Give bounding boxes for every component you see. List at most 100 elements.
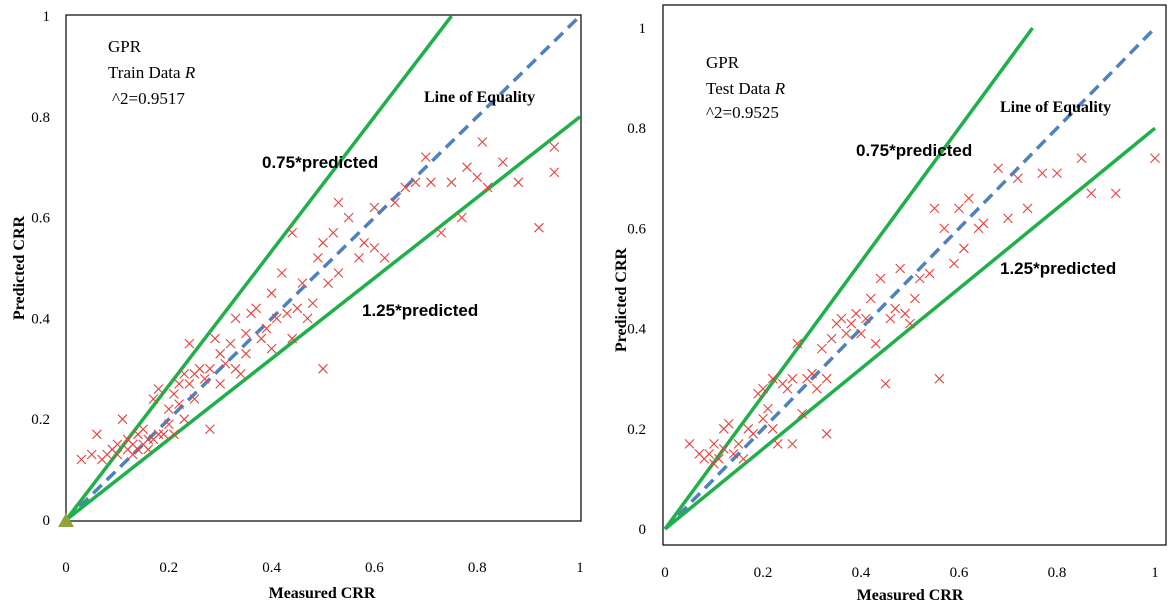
data-point <box>748 428 759 439</box>
data-point <box>1003 213 1013 224</box>
x-tick-label: 0 <box>62 560 70 576</box>
data-point <box>266 343 277 354</box>
data-point <box>861 313 871 324</box>
data-point <box>220 358 231 369</box>
origin-marker <box>58 513 74 527</box>
upper-bound-label: 0.75*predicted <box>262 153 378 172</box>
data-point <box>169 429 179 440</box>
data-point <box>86 449 97 460</box>
data-point <box>895 263 906 274</box>
data-point <box>184 379 195 389</box>
data-point <box>369 242 380 253</box>
data-point <box>856 328 866 339</box>
data-point <box>354 253 364 263</box>
line-of-equality-label: Line of Equality <box>1000 99 1111 116</box>
y-tick-label: 1 <box>43 9 51 25</box>
y-tick-label: 0.2 <box>627 422 646 438</box>
y-tick-label: 1 <box>639 21 647 37</box>
data-point <box>1037 168 1048 179</box>
data-point <box>767 373 778 384</box>
data-point <box>684 438 695 449</box>
x-tick-label: 0.8 <box>1048 565 1067 581</box>
data-point <box>900 308 910 319</box>
data-point <box>112 449 123 460</box>
data-point <box>359 237 370 248</box>
x-tick-label: 1 <box>1151 565 1159 581</box>
data-point <box>456 212 467 223</box>
y-axis-label: Predicted CRR <box>11 215 28 320</box>
scatter-panel-1: 0 0.2 0.4 0.6 0.8 1 0 0.2 0.4 0.6 0.8 1 Measured CRR… <box>11 9 584 602</box>
data-point <box>174 379 184 389</box>
data-point <box>143 444 154 455</box>
plot-frame <box>662 4 1167 546</box>
data-point <box>379 253 390 263</box>
data-point <box>880 378 891 389</box>
data-point <box>194 363 205 374</box>
x-tick-label: 0 <box>661 565 669 581</box>
data-point <box>410 177 421 188</box>
data-point <box>498 157 508 168</box>
data-point <box>158 429 169 440</box>
data-point <box>738 453 749 464</box>
data-point <box>782 383 793 394</box>
data-point <box>153 429 164 440</box>
x-tick-label: 0.2 <box>159 560 178 576</box>
data-point <box>758 383 768 394</box>
data-point <box>261 323 272 334</box>
data-point <box>954 203 964 214</box>
data-point <box>821 373 832 384</box>
data-point <box>905 318 915 329</box>
data-point <box>709 438 719 449</box>
data-point <box>549 167 560 178</box>
data-point <box>836 313 847 324</box>
data-point <box>482 182 493 193</box>
data-point <box>1022 203 1033 214</box>
data-point <box>792 338 803 349</box>
data-point <box>235 368 246 379</box>
data-point <box>787 438 798 449</box>
model-label: GPR <box>706 53 740 72</box>
data-point <box>251 303 262 314</box>
data-point <box>477 137 488 147</box>
data-point <box>307 298 318 309</box>
data-point <box>1086 188 1097 199</box>
data-point <box>758 413 768 424</box>
y-tick-label: 0.4 <box>31 311 50 327</box>
data-point <box>914 273 925 284</box>
line-of-equality-label: Line of Equality <box>424 89 535 106</box>
data-point <box>328 227 339 238</box>
data-point <box>924 268 935 279</box>
data-point <box>812 383 822 394</box>
data-point <box>846 318 857 329</box>
data-point <box>865 293 876 304</box>
data-point <box>807 368 817 379</box>
data-point <box>959 243 969 254</box>
data-point <box>266 288 277 299</box>
y-tick-label: 0 <box>639 522 647 538</box>
x-tick-label: 0.6 <box>365 560 384 576</box>
data-point <box>851 308 861 319</box>
data-point <box>184 338 195 349</box>
data-point <box>723 418 734 429</box>
x-tick-label: 0.2 <box>754 565 773 581</box>
data-point <box>400 182 411 193</box>
data-point <box>420 152 431 163</box>
x-tick-label: 0.4 <box>262 560 281 576</box>
data-point <box>718 443 729 454</box>
lower-bound-label: 1.25*predicted <box>362 301 478 320</box>
data-point <box>885 313 896 324</box>
x-tick-label: 0.6 <box>950 565 969 581</box>
dataset-label: Train Data R <box>108 63 196 82</box>
equality-line <box>663 26 1157 531</box>
data-point <box>297 278 308 289</box>
data-point <box>369 202 380 213</box>
data-point <box>179 414 190 425</box>
data-point <box>772 438 783 449</box>
data-point <box>343 212 354 223</box>
data-point <box>230 313 241 324</box>
data-point <box>910 293 920 304</box>
r-squared-label: ^2=0.9525 <box>706 103 779 122</box>
data-point <box>287 227 298 238</box>
data-point <box>728 448 739 459</box>
